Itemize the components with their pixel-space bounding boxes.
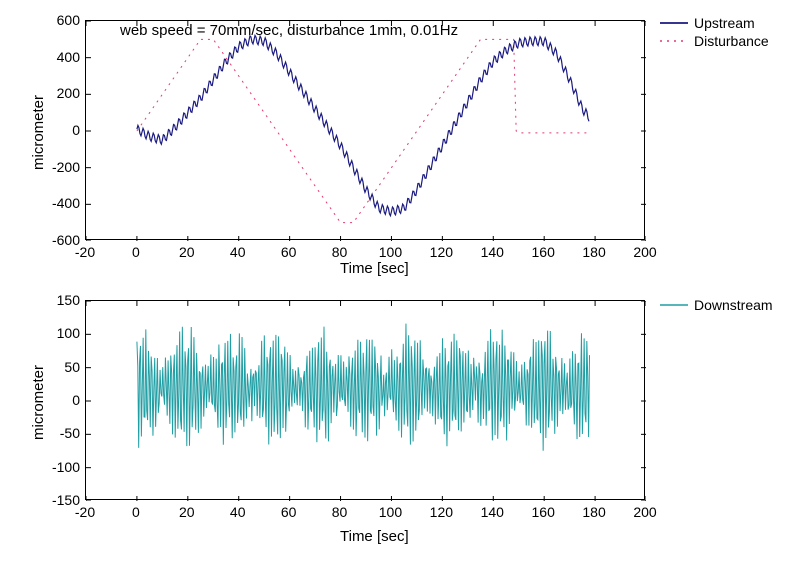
x-tick-label: 200 bbox=[633, 504, 656, 520]
legend-item-upstream: Upstream bbox=[660, 14, 769, 32]
x-tick-label: 60 bbox=[281, 504, 297, 520]
y-tick-label: -100 bbox=[40, 459, 80, 475]
plot-svg bbox=[86, 301, 646, 501]
x-tick-label: 140 bbox=[481, 244, 504, 260]
x-tick-label: 80 bbox=[332, 504, 348, 520]
upstream-swatch bbox=[660, 17, 688, 29]
x-tick-label: 160 bbox=[531, 244, 554, 260]
x-tick-label: 120 bbox=[430, 244, 453, 260]
x-tick-label: 100 bbox=[379, 504, 402, 520]
upstream-series bbox=[137, 35, 589, 215]
x-tick-label: 100 bbox=[379, 244, 402, 260]
legend-label: Upstream bbox=[694, 15, 755, 31]
legend-label: Disturbance bbox=[694, 33, 769, 49]
disturbance-swatch bbox=[660, 35, 688, 47]
x-tick-label: 20 bbox=[179, 504, 195, 520]
top-plot-area bbox=[85, 20, 645, 240]
x-tick-label: 80 bbox=[332, 244, 348, 260]
downstream-swatch bbox=[660, 299, 688, 311]
x-tick-label: 200 bbox=[633, 244, 656, 260]
x-tick-label: 40 bbox=[230, 504, 246, 520]
x-tick-label: 140 bbox=[481, 504, 504, 520]
y-tick-label: 150 bbox=[40, 292, 80, 308]
figure: web speed = 70mm/sec, disturbance 1mm, 0… bbox=[0, 0, 800, 562]
bottom-plot-area bbox=[85, 300, 645, 500]
x-tick-label: 0 bbox=[132, 244, 140, 260]
y-tick-label: 600 bbox=[40, 12, 80, 28]
bottom-x-axis-label: Time [sec] bbox=[340, 528, 409, 545]
x-tick-label: 0 bbox=[132, 504, 140, 520]
top-legend: Upstream Disturbance bbox=[660, 14, 769, 50]
x-tick-label: 180 bbox=[582, 504, 605, 520]
disturbance-series bbox=[137, 39, 590, 222]
y-tick-label: 0 bbox=[40, 122, 80, 138]
y-tick-label: 200 bbox=[40, 85, 80, 101]
plot-svg bbox=[86, 21, 646, 241]
y-tick-label: -150 bbox=[40, 492, 80, 508]
x-tick-label: 60 bbox=[281, 244, 297, 260]
top-x-axis-label: Time [sec] bbox=[340, 260, 409, 277]
x-tick-label: 120 bbox=[430, 504, 453, 520]
x-tick-label: 180 bbox=[582, 244, 605, 260]
y-tick-label: -600 bbox=[40, 232, 80, 248]
y-tick-label: 400 bbox=[40, 49, 80, 65]
bottom-legend: Downstream bbox=[660, 296, 773, 314]
downstream-series bbox=[137, 324, 590, 451]
chart-title: web speed = 70mm/sec, disturbance 1mm, 0… bbox=[120, 22, 458, 39]
x-tick-label: 40 bbox=[230, 244, 246, 260]
y-tick-label: 100 bbox=[40, 325, 80, 341]
legend-item-disturbance: Disturbance bbox=[660, 32, 769, 50]
y-tick-label: -200 bbox=[40, 159, 80, 175]
y-tick-label: 0 bbox=[40, 392, 80, 408]
legend-label: Downstream bbox=[694, 297, 773, 313]
y-tick-label: -50 bbox=[40, 425, 80, 441]
legend-item-downstream: Downstream bbox=[660, 296, 773, 314]
y-tick-label: -400 bbox=[40, 195, 80, 211]
y-tick-label: 50 bbox=[40, 359, 80, 375]
x-tick-label: 160 bbox=[531, 504, 554, 520]
x-tick-label: 20 bbox=[179, 244, 195, 260]
